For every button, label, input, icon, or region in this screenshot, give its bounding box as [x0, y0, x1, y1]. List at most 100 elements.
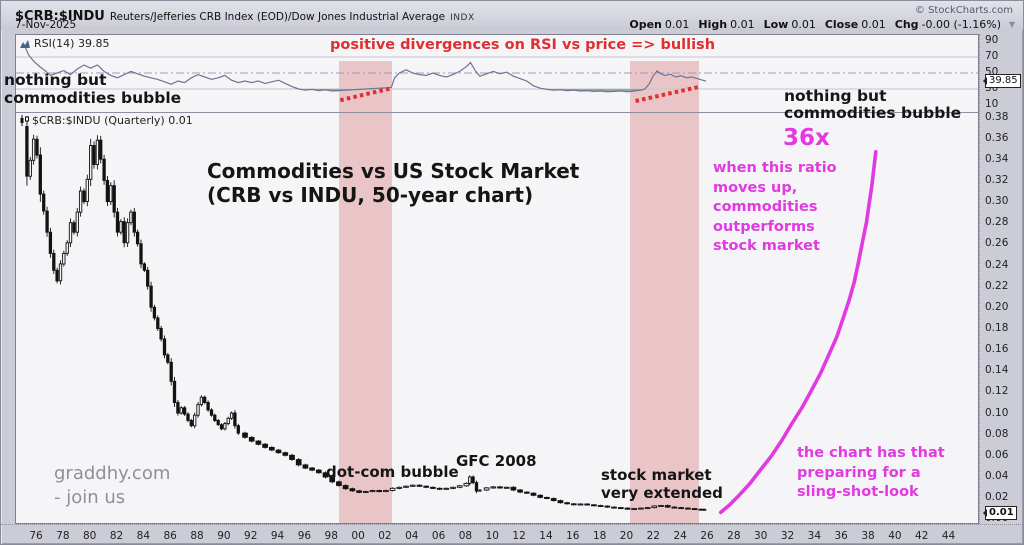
watermark-graddhy: graddhy.com - join us	[54, 463, 171, 508]
y-axis-label: 0.20	[985, 300, 1009, 313]
x-axis-label: 06	[431, 530, 446, 542]
y-axis-label: 0.24	[985, 258, 1009, 271]
quote-value-low: 0.01	[791, 18, 816, 31]
y-axis-label: 90	[985, 33, 999, 46]
x-axis-label: 16	[566, 530, 580, 542]
x-axis-label: 12	[512, 530, 526, 542]
x-axis-label: 28	[727, 530, 741, 542]
y-axis-label: 0.22	[985, 279, 1009, 292]
annotation-nothing-but-left: nothing but commodities bubble	[4, 71, 182, 107]
x-axis-label: 32	[780, 530, 795, 542]
x-axis-label: 38	[861, 530, 875, 542]
quote-value-open: 0.01	[664, 18, 690, 31]
quote-label-close: Close	[824, 18, 859, 31]
bottom-year-axis: 76 78 80 82 84 86 88 90 92 94 96 98 00 02 04 06 08 10 12 14…	[1, 524, 1023, 544]
x-axis-label: 00	[351, 530, 365, 542]
y-axis-label: 0.10	[985, 406, 1009, 419]
chart-header: $CRB:$INDU Reuters/Jefferies CRB Index (E…	[1, 1, 1023, 31]
quote-label-high: High	[698, 18, 728, 31]
x-axis-label: 92	[244, 530, 258, 542]
x-axis-label: 94	[270, 530, 285, 542]
annotation-ratio-note: when this ratio moves up, commodities ou…	[713, 160, 837, 254]
x-axis-label: 04	[405, 530, 419, 542]
x-axis-label: 84	[136, 530, 151, 542]
x-axis-label: 14	[539, 530, 553, 542]
symbol-description: Reuters/Jefferies CRB Index (EOD)/Dow Jo…	[109, 11, 446, 23]
x-axis-label: 30	[753, 530, 768, 542]
y-axis-label: 0.16	[985, 343, 1009, 356]
rsi-indicator-icon	[20, 39, 30, 48]
y-axis-label: 0.02	[985, 491, 1009, 504]
rsi-value-tag: 39.85	[983, 74, 1021, 88]
x-axis-label: 76	[29, 530, 43, 542]
y-axis-label: 0.04	[985, 470, 1009, 483]
chart-date: 7-Nov-2025	[15, 19, 77, 31]
y-axis-label: 0.36	[985, 131, 1009, 144]
y-axis-label: 0.12	[985, 385, 1009, 398]
price-panel-plot	[25, 116, 878, 515]
x-axis-label: 80	[82, 530, 97, 542]
x-axis-label: 86	[163, 530, 177, 542]
y-axis-label: 0.26	[985, 237, 1009, 250]
x-axis-label: 18	[592, 530, 607, 542]
x-axis-label: 42	[915, 530, 929, 542]
quote-dropdown-arrow[interactable]: ▼	[1008, 20, 1015, 29]
symbol-line: $CRB:$INDU Reuters/Jefferies CRB Index (E…	[15, 5, 475, 24]
chart-title: Commodities vs US Stock Market (CRB vs I…	[207, 159, 580, 207]
price-legend: $CRB:$INDU (Quarterly) 0.01	[20, 114, 193, 127]
quote-label-low: Low	[763, 18, 789, 31]
quote-value-high: 0.01	[730, 18, 755, 31]
y-axis-label: 0.08	[985, 427, 1009, 440]
exchange-label: INDX	[450, 13, 475, 23]
rsi-legend: RSI(14) 39.85	[20, 37, 109, 50]
y-axis-label: 0.32	[985, 173, 1009, 186]
quote-value-chg: -0.00 (-1.16%)	[921, 18, 1001, 31]
y-axis-label: 0.30	[985, 195, 1009, 208]
x-axis-label: 96	[297, 530, 312, 542]
x-axis-label: 10	[485, 530, 499, 542]
chart-plot-area	[15, 34, 979, 524]
annotation-slingshot: the chart has that preparing for a sling…	[797, 445, 945, 500]
x-axis-label: 82	[109, 530, 124, 542]
y-axis-label: 10	[985, 97, 999, 110]
x-axis-label: 90	[217, 530, 231, 542]
x-axis-label: 98	[324, 530, 338, 542]
x-axis-label: 40	[888, 530, 902, 542]
copyright-notice: © StockCharts.com	[914, 5, 1013, 16]
y-axis-label: 0.38	[985, 110, 1009, 123]
annotation-gfc-2008: GFC 2008	[456, 452, 537, 470]
price-legend-label: $CRB:$INDU (Quarterly) 0.01	[32, 114, 193, 127]
panel-divider	[16, 112, 978, 113]
x-axis-label: 24	[673, 530, 687, 542]
highlight-band	[338, 61, 392, 523]
quote-label-chg: Chg	[894, 18, 919, 31]
x-axis-label: 44	[941, 530, 956, 542]
quote-value-close: 0.01	[861, 18, 886, 31]
x-axis-label: 02	[378, 530, 392, 542]
y-axis-label: 0.18	[985, 322, 1009, 334]
ohlc-quote-bar: Open 0.01 High 0.01 Low 0.01 Close 0.01 Chg -0.00…	[620, 18, 1001, 31]
x-axis-label: 34	[807, 530, 822, 542]
highlight-band	[630, 61, 699, 523]
x-axis-label: 36	[834, 530, 848, 542]
annotation-stock-market-extended: stock market very extended	[601, 466, 723, 502]
x-axis-label: 78	[56, 530, 70, 542]
y-axis-label: 70	[985, 49, 999, 62]
rsi-panel-plot	[16, 46, 978, 103]
ticker-symbol: $CRB:$INDU	[15, 9, 105, 24]
x-axis-label: 08	[458, 530, 473, 542]
y-axis-label: 0.28	[985, 216, 1009, 229]
annotation-nothing-but-right: nothing but commodities bubble	[784, 87, 962, 122]
right-price-axis: 90705030100.380.360.340.320.300.280.260.…	[979, 33, 1023, 524]
annotation-dotcom-bubble: dot-com bubble	[326, 463, 459, 481]
annotation-36x: 36x	[783, 125, 830, 151]
last-price-tag: 0.01	[983, 506, 1017, 520]
y-axis-label: 0.34	[985, 152, 1009, 165]
x-axis-label: 26	[700, 530, 714, 542]
quote-label-open: Open	[629, 18, 662, 31]
annotation-rsi-divergence: positive divergences on RSI vs price => …	[330, 37, 716, 53]
y-axis-label: 0.06	[985, 448, 1009, 461]
rsi-legend-label: RSI(14) 39.85	[34, 37, 110, 50]
candlestick-icon	[20, 115, 29, 126]
